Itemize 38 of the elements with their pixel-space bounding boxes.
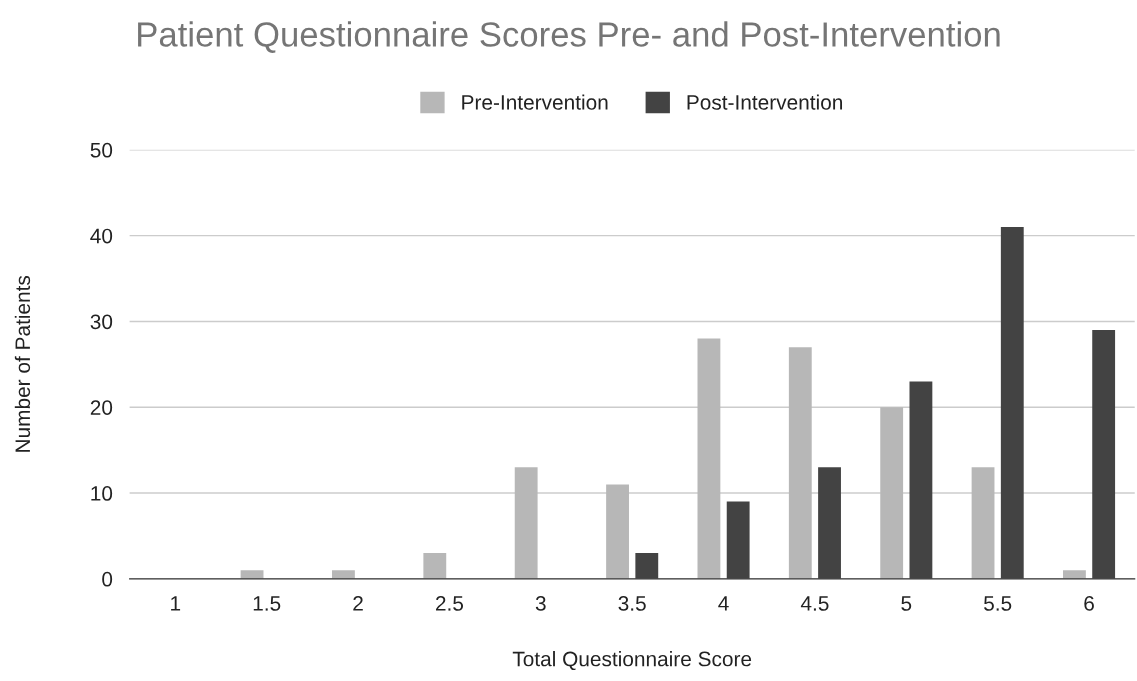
y-tick-label: 10 bbox=[91, 486, 113, 501]
y-tick-label: 30 bbox=[90, 314, 113, 330]
bar bbox=[240, 570, 264, 579]
bar bbox=[726, 501, 750, 579]
bar bbox=[818, 467, 841, 579]
bar bbox=[909, 381, 933, 579]
y-tick-label: 40 bbox=[90, 228, 113, 244]
x-tick-label: 1 bbox=[171, 596, 181, 611]
chart-title: Patient Questionnaire Scores Pre- and Post-Intervention bbox=[138, 21, 1000, 53]
bar bbox=[880, 407, 904, 579]
x-tick-label: 4 bbox=[718, 596, 729, 611]
x-tick-label: 5 bbox=[901, 596, 912, 611]
bar bbox=[788, 347, 812, 579]
y-axis-title: Number of Patients bbox=[14, 275, 31, 452]
bar bbox=[514, 467, 538, 579]
bar bbox=[1063, 570, 1086, 579]
bar bbox=[332, 570, 355, 579]
x-tick-label: 4.5 bbox=[800, 596, 829, 611]
bar bbox=[1000, 227, 1024, 579]
bar bbox=[1092, 330, 1116, 579]
bar bbox=[971, 467, 995, 579]
x-tick-label: 5.5 bbox=[984, 596, 1012, 611]
y-tick-label: 50 bbox=[90, 142, 113, 158]
bar bbox=[635, 553, 659, 579]
y-tick-label: 0 bbox=[102, 571, 113, 587]
x-tick-label: 3.5 bbox=[618, 596, 646, 611]
bar bbox=[697, 338, 721, 579]
bar bbox=[606, 484, 629, 579]
x-tick-label: 3 bbox=[535, 596, 546, 611]
legend-label: Post-Intervention bbox=[687, 94, 843, 110]
x-tick-label: 2.5 bbox=[435, 596, 464, 611]
x-tick-label: 2 bbox=[353, 596, 363, 611]
legend-label: Pre-Intervention bbox=[462, 94, 608, 110]
x-tick-label: 6 bbox=[1084, 596, 1094, 611]
x-tick-label: 1.5 bbox=[253, 596, 281, 611]
x-axis-title: Total Questionnaire Score bbox=[512, 651, 752, 671]
bar bbox=[423, 553, 447, 579]
y-tick-label: 20 bbox=[90, 400, 113, 415]
